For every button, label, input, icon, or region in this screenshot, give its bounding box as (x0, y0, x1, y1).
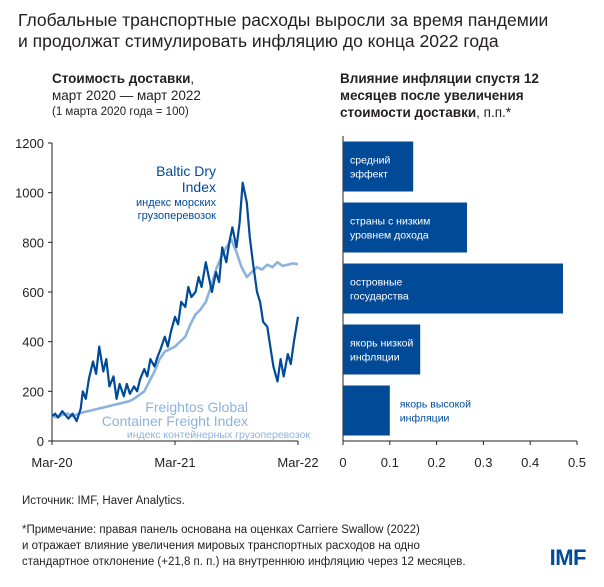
right-x-tick-label: 0.5 (568, 455, 586, 470)
bar-category-label: эффект (350, 169, 388, 181)
baltic-dry-sublabel-line1: индекс морских (136, 197, 217, 209)
right-x-tick-label: 0 (339, 455, 346, 470)
bar-category-label: якорь высокой (400, 399, 471, 411)
footnote-line-1: *Примечание: правая панель основана на о… (22, 524, 420, 536)
right-panel-title-line2: месяцев после увеличения (340, 88, 524, 103)
baltic-dry-sublabel-line2: грузоперевозок (138, 210, 217, 222)
right-x-tick-label: 0.4 (521, 455, 539, 470)
bar-category-label: уровнем дохода (350, 230, 429, 242)
left-line-chart: 0 200 400 600 800 1000 1200 Mar-20 Mar-21 Mar-22 B… (15, 136, 319, 470)
right-x-tick-label: 0.3 (474, 455, 492, 470)
left-panel-note: (1 марта 2020 года = 100) (52, 106, 189, 118)
freightos-label-line1: Freightos Global (145, 399, 248, 415)
left-panel-title: Стоимость доставки, март 2020 — март 202… (52, 70, 201, 121)
left-x-tick-label: Mar-22 (277, 455, 318, 470)
bar-category-label: средний (350, 155, 390, 167)
bar (343, 324, 421, 375)
right-x-tick-label: 0.2 (428, 455, 446, 470)
left-y-tick-label: 400 (22, 335, 44, 350)
bar (343, 141, 414, 192)
freightos-sublabel: индекс контейнерных грузоперевозок (127, 429, 311, 441)
right-panel-title: Влияние инфляции спустя 12 месяцев после… (340, 70, 539, 121)
left-panel-title-rest: , (190, 71, 195, 86)
left-y-tick-label: 200 (22, 384, 44, 399)
left-y-tick-label: 1000 (15, 186, 44, 201)
source-note: Источник: IMF, Haver Analytics. (22, 495, 185, 507)
right-panel-title-line3-bold: стоимости доставки (340, 105, 477, 120)
baltic-dry-line (51, 181, 300, 423)
bar (343, 263, 563, 314)
left-y-tick-label: 0 (37, 434, 44, 449)
bar (343, 202, 467, 253)
left-y-tick-label: 800 (22, 235, 44, 250)
left-y-tick-label: 600 (22, 285, 44, 300)
footnote-line-3: стандартное отклонение (+21,8 п. п.) на … (22, 556, 466, 568)
footnote-line-2: и отражает влияние увеличения мировых тр… (22, 540, 420, 552)
bar (343, 385, 390, 436)
left-y-tick-label: 1200 (15, 136, 44, 151)
left-panel-title-bold: Стоимость доставки (52, 71, 191, 86)
bar-category-label: инфляции (400, 413, 450, 425)
title-line-2: и продолжат стимулировать инфляцию до ко… (18, 31, 499, 51)
freightos-line (51, 238, 299, 419)
right-panel-title-line1: Влияние инфляции спустя 12 (340, 71, 539, 86)
bar-category-label: якорь низкой (350, 338, 413, 350)
right-panel-title-line3-rest: , п.п.* (476, 105, 512, 120)
bar-category-label: страны с низким (350, 216, 430, 228)
baltic-dry-label-line2: Index (182, 179, 216, 195)
left-panel-subtitle: март 2020 — март 2022 (52, 88, 201, 103)
title-line-1: Глобальные транспортные расходы выросли … (18, 10, 549, 30)
bar-category-label: островные (350, 277, 403, 289)
bar-category-label: инфляции (350, 352, 400, 364)
bar-category-label: государства (350, 291, 409, 303)
imf-logo: IMF (549, 545, 587, 570)
right-x-tick-label: 0.1 (381, 455, 399, 470)
left-x-tick-label: Mar-21 (154, 455, 195, 470)
left-x-tick-label: Mar-20 (31, 455, 72, 470)
freightos-label-line2: Container Freight Index (102, 413, 248, 429)
chart-title: Глобальные транспортные расходы выросли … (18, 10, 598, 52)
right-bar-chart: 0 0.1 0.2 0.3 0.4 0.5 средний эффект страны с ни… (339, 136, 586, 470)
baltic-dry-label-line1: Baltic Dry (156, 163, 216, 179)
